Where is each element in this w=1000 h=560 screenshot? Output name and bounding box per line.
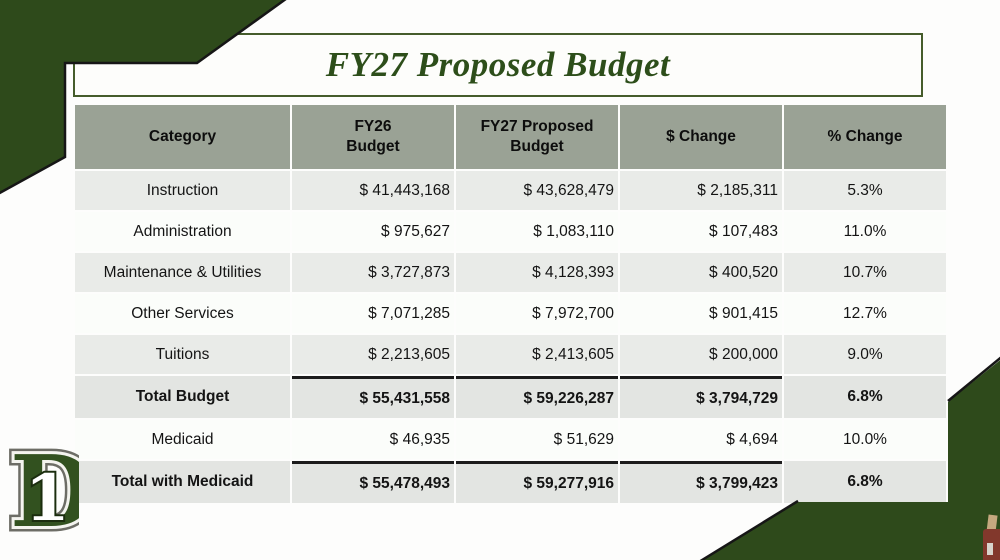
cell-pct-change: 10.7%	[784, 253, 946, 292]
cell-fy26: $ 55,478,493	[292, 461, 454, 503]
cell-fy26: $ 7,071,285	[292, 294, 454, 333]
cell-category: Total Budget	[75, 376, 290, 418]
cell-fy26: $ 55,431,558	[292, 376, 454, 418]
cell-fy26: $ 975,627	[292, 212, 454, 251]
cell-category: Instruction	[75, 171, 290, 210]
cell-dollar-change: $ 3,794,729	[620, 376, 782, 418]
table-row-total-budget: Total Budget $ 55,431,558 $ 59,226,287 $…	[75, 376, 946, 418]
column-header-fy27-proposed-budget: FY27 Proposed Budget	[456, 105, 618, 169]
logo-numeral-1: 1	[25, 461, 70, 536]
cell-category: Tuitions	[75, 335, 290, 374]
table-row-instruction: Instruction $ 41,443,168 $ 43,628,479 $ …	[75, 171, 946, 210]
table-header-row: Category FY26 Budget FY27 Proposed Budge…	[75, 105, 946, 169]
bottom-right-accent-outline-upper	[947, 356, 1000, 402]
cell-fy27: $ 2,413,605	[456, 335, 618, 374]
page-title: FY27 Proposed Budget	[325, 45, 671, 84]
cell-pct-change: 11.0%	[784, 212, 946, 251]
cell-dollar-change: $ 107,483	[620, 212, 782, 251]
table-row-other-services: Other Services $ 7,071,285 $ 7,972,700 $…	[75, 294, 946, 333]
logo-letter-d: D	[10, 435, 79, 542]
cell-fy27: $ 1,083,110	[456, 212, 618, 251]
cell-dollar-change: $ 200,000	[620, 335, 782, 374]
column-header-category: Category	[75, 105, 290, 169]
cell-dollar-change: $ 3,799,423	[620, 461, 782, 503]
cell-category: Total with Medicaid	[75, 461, 290, 503]
bottom-right-accent-outline-lower	[699, 499, 799, 560]
cell-fy27: $ 59,277,916	[456, 461, 618, 503]
cell-pct-change: 12.7%	[784, 294, 946, 333]
cell-fy27: $ 59,226,287	[456, 376, 618, 418]
cell-category: Administration	[75, 212, 290, 251]
cell-fy26: $ 2,213,605	[292, 335, 454, 374]
table-row-total-with-medicaid: Total with Medicaid $ 55,478,493 $ 59,27…	[75, 461, 946, 503]
cell-fy27: $ 43,628,479	[456, 171, 618, 210]
column-header-pct-change: % Change	[784, 105, 946, 169]
cell-fy27: $ 7,972,700	[456, 294, 618, 333]
cell-fy26: $ 41,443,168	[292, 171, 454, 210]
table-row-tuitions: Tuitions $ 2,213,605 $ 2,413,605 $ 200,0…	[75, 335, 946, 374]
cell-dollar-change: $ 400,520	[620, 253, 782, 292]
cell-category: Other Services	[75, 294, 290, 333]
svg-text:D: D	[10, 435, 79, 542]
d1-district-logo: D D 1	[7, 434, 79, 542]
cell-fy26: $ 46,935	[292, 420, 454, 459]
title-box: FY27 Proposed Budget	[73, 33, 923, 97]
cell-pct-change: 6.8%	[784, 461, 946, 503]
cell-pct-change: 6.8%	[784, 376, 946, 418]
table-row-medicaid: Medicaid $ 46,935 $ 51,629 $ 4,694 10.0%	[75, 420, 946, 459]
cell-dollar-change: $ 4,694	[620, 420, 782, 459]
table-row-administration: Administration $ 975,627 $ 1,083,110 $ 1…	[75, 212, 946, 251]
column-header-fy26-budget: FY26 Budget	[292, 105, 454, 169]
cell-dollar-change: $ 2,185,311	[620, 171, 782, 210]
cell-category: Maintenance & Utilities	[75, 253, 290, 292]
cell-pct-change: 5.3%	[784, 171, 946, 210]
cell-dollar-change: $ 901,415	[620, 294, 782, 333]
cell-pct-change: 10.0%	[784, 420, 946, 459]
cell-category: Medicaid	[75, 420, 290, 459]
table-row-maintenance-utilities: Maintenance & Utilities $ 3,727,873 $ 4,…	[75, 253, 946, 292]
cell-fy27: $ 4,128,393	[456, 253, 618, 292]
video-overlay-sliver	[980, 514, 1000, 560]
column-header-dollar-change: $ Change	[620, 105, 782, 169]
cell-fy27: $ 51,629	[456, 420, 618, 459]
cell-pct-change: 9.0%	[784, 335, 946, 374]
budget-table: Category FY26 Budget FY27 Proposed Budge…	[73, 103, 948, 505]
cell-fy26: $ 3,727,873	[292, 253, 454, 292]
